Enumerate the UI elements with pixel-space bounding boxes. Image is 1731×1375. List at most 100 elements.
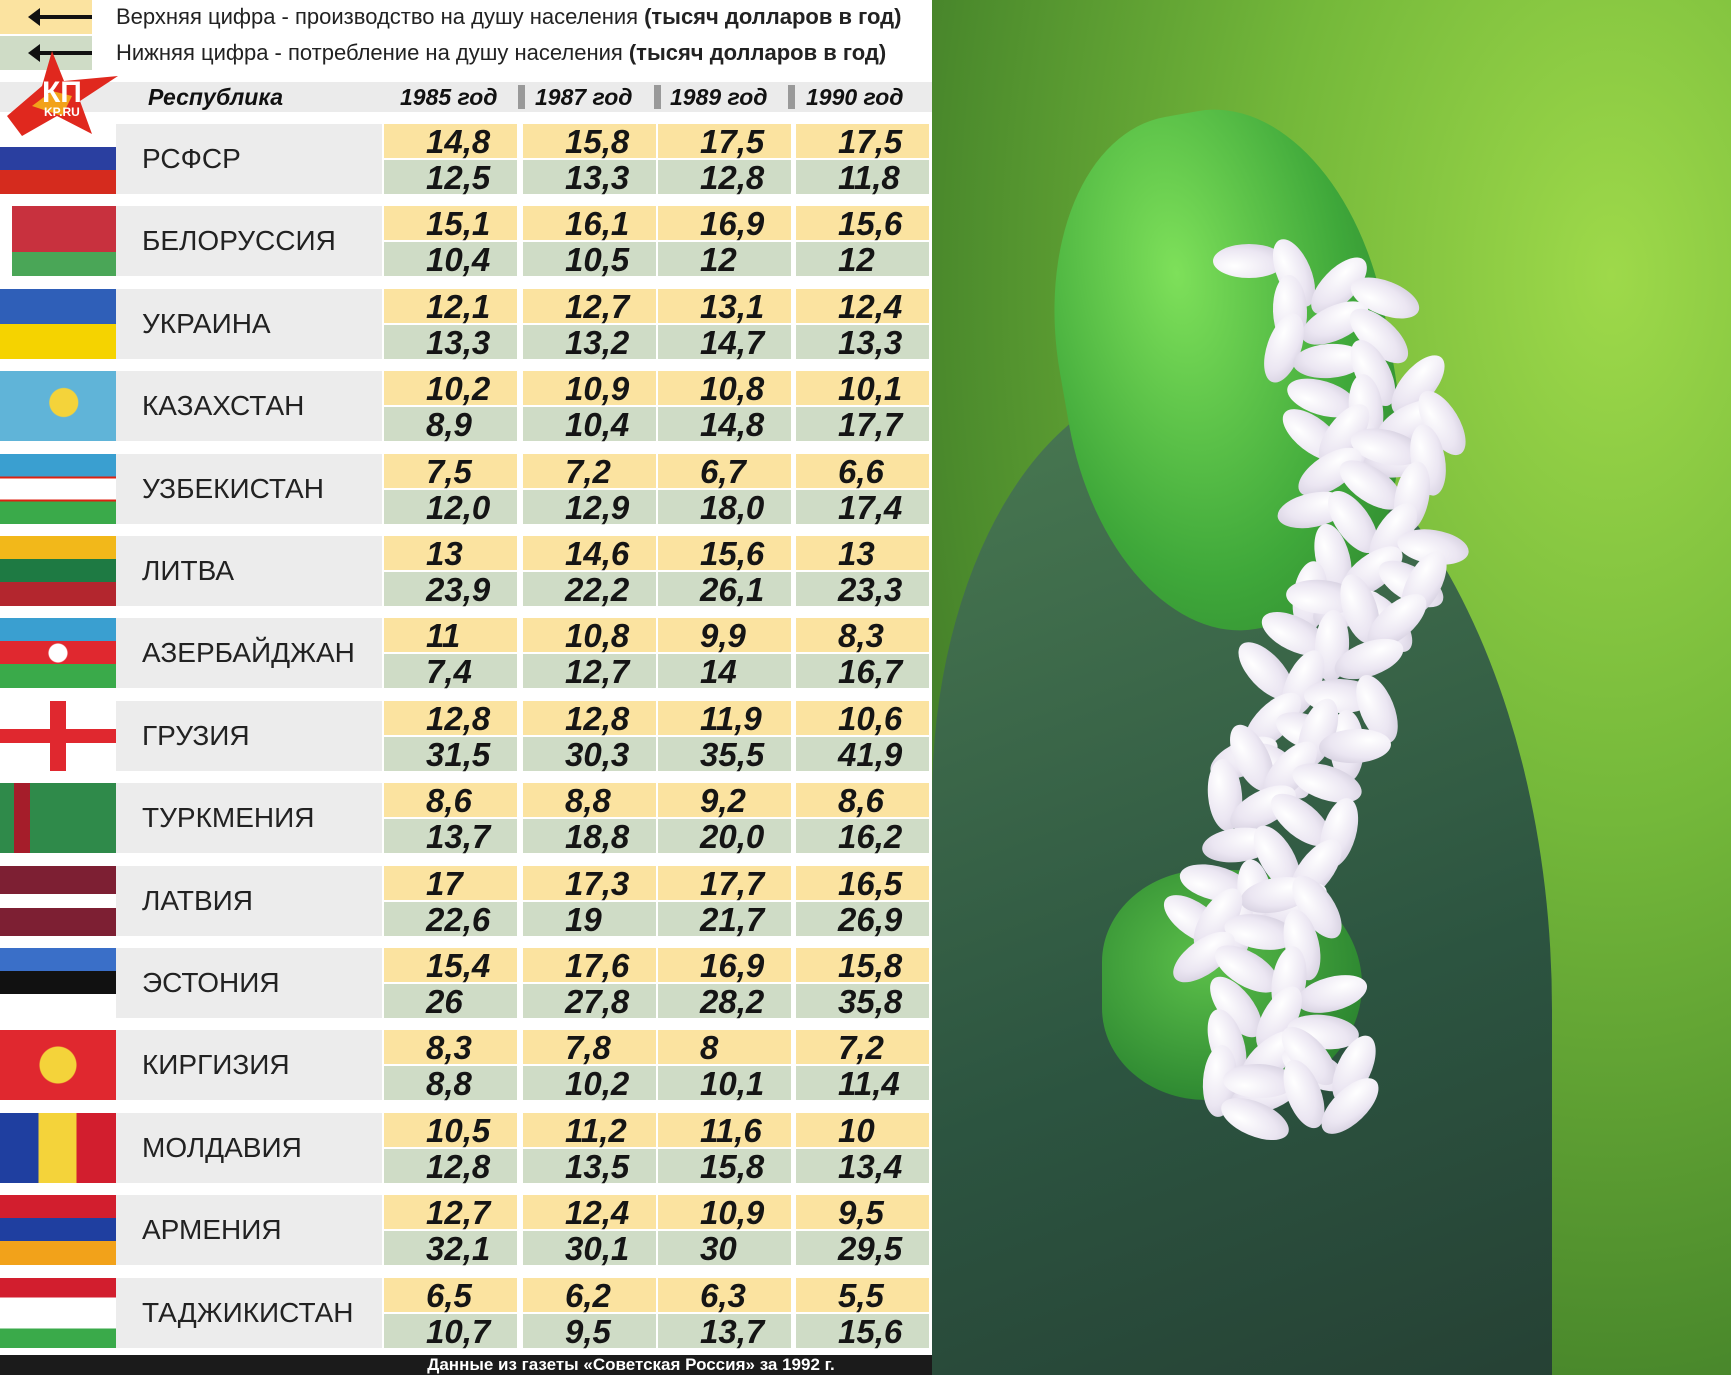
consumption-value: 28,2 — [658, 984, 791, 1019]
flag-russia — [0, 124, 116, 194]
consumption-value: 12 — [658, 242, 791, 277]
flag-turkmenistan — [0, 783, 116, 854]
consumption-value: 21,7 — [658, 901, 791, 937]
consumption-value: 10,1 — [658, 1066, 791, 1101]
consumption-value: 18,0 — [658, 489, 791, 525]
production-value: 8,6 — [796, 783, 929, 818]
divider — [518, 85, 525, 109]
table-row: УКРАИНА 12,1 13,3 12,7 13,2 13,1 14,7 12,4 13,3 — [0, 288, 932, 360]
flag-armenia — [0, 1195, 116, 1266]
consumption-value: 20,0 — [658, 819, 791, 854]
production-value: 8,3 — [384, 1030, 517, 1065]
consumption-value: 35,8 — [796, 984, 929, 1019]
table-row: БЕЛОРУССИЯ 15,1 10,4 16,1 10,5 16,9 12 15,6 12 — [0, 206, 932, 277]
production-value: 12,7 — [384, 1195, 517, 1230]
production-value: 10,8 — [523, 618, 656, 653]
consumption-value: 14 — [658, 654, 791, 689]
production-value: 8,8 — [523, 783, 656, 818]
consumption-value: 8,8 — [384, 1066, 517, 1101]
flag-tajikistan — [0, 1277, 116, 1348]
consumption-value: 26,1 — [658, 572, 791, 607]
consumption-value: 12,0 — [384, 489, 517, 525]
republic-name: ТУРКМЕНИЯ — [116, 783, 382, 854]
kp-logo: КП KP.RU — [2, 46, 120, 136]
consumption-value: 29,5 — [796, 1231, 929, 1266]
consumption-value: 12,9 — [523, 489, 656, 525]
divider — [654, 85, 661, 109]
header-year: 1985 год — [400, 84, 498, 110]
production-value: 7,8 — [523, 1030, 656, 1065]
production-value: 15,1 — [384, 206, 517, 241]
consumption-value: 10,7 — [384, 1313, 517, 1349]
production-value: 7,2 — [796, 1030, 929, 1065]
flag-georgia — [0, 700, 116, 771]
consumption-value: 10,2 — [523, 1066, 656, 1101]
flag-latvia — [0, 865, 116, 936]
table-row: УЗБЕКИСТАН 7,5 12,0 7,2 12,9 6,7 18,0 6,6 17,4 — [0, 453, 932, 525]
table-row: ТУРКМЕНИЯ 8,6 13,7 8,8 18,8 9,2 20,0 8,6 16,2 — [0, 783, 932, 854]
consumption-value: 14,7 — [658, 324, 791, 360]
production-value: 17,5 — [658, 124, 791, 159]
consumption-value: 12,5 — [384, 160, 517, 195]
production-value: 9,9 — [658, 618, 791, 653]
production-value: 15,6 — [658, 536, 791, 571]
consumption-value: 22,2 — [523, 572, 656, 607]
table-row: КАЗАХСТАН 10,2 8,9 10,9 10,4 10,8 14,8 10,1 17,7 — [0, 371, 932, 442]
consumption-value: 26,9 — [796, 901, 929, 937]
republic-name: АРМЕНИЯ — [116, 1195, 382, 1266]
production-value: 6,3 — [658, 1277, 791, 1313]
consumption-value: 13,3 — [523, 160, 656, 195]
production-value: 12,4 — [523, 1195, 656, 1230]
production-value: 16,1 — [523, 206, 656, 241]
consumption-value: 9,5 — [523, 1313, 656, 1349]
republic-name: БЕЛОРУССИЯ — [116, 206, 382, 277]
republic-name: ТАДЖИКИСТАН — [116, 1277, 382, 1348]
table-row: ЛИТВА 13 23,9 14,6 22,2 15,6 26,1 13 23,3 — [0, 536, 932, 607]
production-value: 13,1 — [658, 288, 791, 324]
divider — [788, 85, 795, 109]
arrow-left-icon — [28, 44, 92, 62]
production-value: 10,6 — [796, 700, 929, 736]
consumption-value: 10,4 — [384, 242, 517, 277]
legend-text: Нижняя цифра - потребление на душу насел… — [116, 40, 623, 65]
table-row: МОЛДАВИЯ 10,5 12,8 11,2 13,5 11,6 15,8 10 13,4 — [0, 1112, 932, 1184]
consumption-value: 8,9 — [384, 407, 517, 442]
flag-azerbaijan — [0, 618, 116, 689]
production-value: 11 — [384, 618, 517, 653]
consumption-value: 12,7 — [523, 654, 656, 689]
consumption-value: 23,9 — [384, 572, 517, 607]
production-value: 17,6 — [523, 948, 656, 983]
consumption-value: 17,7 — [796, 407, 929, 442]
production-value: 15,8 — [523, 124, 656, 159]
consumption-value: 10,5 — [523, 242, 656, 277]
table-row: ЛАТВИЯ 17 22,6 17,3 19 17,7 21,7 16,5 26,9 — [0, 865, 932, 937]
consumption-value: 12,8 — [658, 160, 791, 195]
republic-name: ЛАТВИЯ — [116, 865, 382, 936]
header-year: 1989 год — [670, 84, 768, 110]
consumption-value: 10,4 — [523, 407, 656, 442]
consumption-value: 19 — [523, 901, 656, 937]
production-value: 6,6 — [796, 453, 929, 489]
production-value: 15,6 — [796, 206, 929, 241]
consumption-value: 13,5 — [523, 1148, 656, 1184]
production-value: 12,1 — [384, 288, 517, 324]
consumption-value: 11,4 — [796, 1066, 929, 1101]
consumption-value: 11,8 — [796, 160, 929, 195]
consumption-value: 12 — [796, 242, 929, 277]
consumption-value: 27,8 — [523, 984, 656, 1019]
consumption-swatch — [0, 36, 92, 70]
republic-name: ЭСТОНИЯ — [116, 948, 382, 1018]
consumption-value: 26 — [384, 984, 517, 1019]
flag-kyrgyzstan — [0, 1030, 116, 1101]
republic-name: РСФСР — [116, 124, 382, 194]
flag-uzbekistan — [0, 453, 116, 524]
production-value: 9,5 — [796, 1195, 929, 1230]
republic-name: ГРУЗИЯ — [116, 700, 382, 771]
republic-name: МОЛДАВИЯ — [116, 1112, 382, 1183]
consumption-value: 7,4 — [384, 654, 517, 689]
republic-name: АЗЕРБАЙДЖАН — [116, 618, 382, 689]
production-value: 10,8 — [658, 371, 791, 406]
legend-text: Верхняя цифра - производство на душу нас… — [116, 4, 639, 29]
legend-production: Верхняя цифра - производство на душу нас… — [0, 0, 932, 34]
production-value: 17,5 — [796, 124, 929, 159]
